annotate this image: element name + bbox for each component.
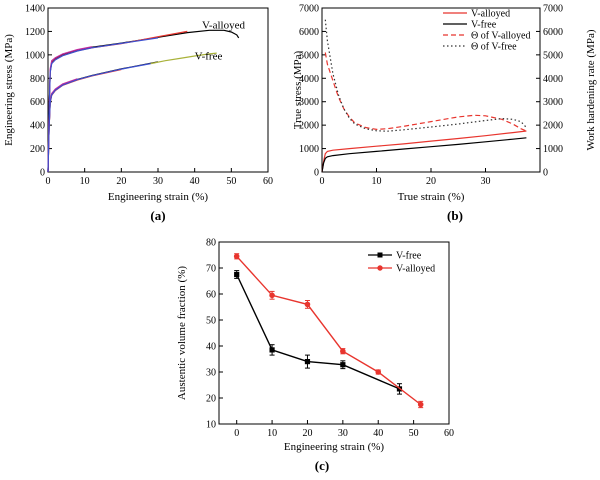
chart-panel-c: 0 10 20 30 40 50 60 10 20 30 40 50 60 70 80 Engineering… bbox=[176, 238, 454, 474]
y-tick-label: 1000 bbox=[299, 144, 319, 155]
y-tick-label: 3000 bbox=[299, 97, 319, 108]
y-right-tick-label: 6000 bbox=[543, 27, 563, 38]
series-line bbox=[47, 78, 78, 173]
x-tick-label: 20 bbox=[302, 428, 312, 439]
chart-panel-a: 0 10 20 30 40 50 600200400600800100012001400En… bbox=[3, 4, 273, 224]
legend-label: V-alloyed bbox=[471, 9, 510, 20]
data-point bbox=[304, 301, 311, 308]
y-tick-label: 20 bbox=[206, 394, 216, 405]
plot-frame bbox=[218, 241, 450, 425]
y-axis-label: Austentic volume fraction (%) bbox=[176, 266, 188, 400]
y-right-tick-label: 4000 bbox=[543, 74, 563, 85]
panel-label: (a) bbox=[150, 208, 165, 223]
series-line bbox=[324, 52, 527, 132]
y-axis-label: True stress (MPa) bbox=[292, 50, 304, 129]
data-point bbox=[340, 362, 346, 368]
x-tick-label: 20 bbox=[426, 176, 436, 187]
series-line bbox=[324, 19, 527, 132]
series-line bbox=[321, 130, 527, 173]
y-right-tick-label: 5000 bbox=[543, 50, 563, 61]
panel-label: (b) bbox=[447, 208, 463, 223]
y-tick-label: 5000 bbox=[299, 50, 319, 61]
y-tick-label: 4000 bbox=[299, 74, 319, 85]
plot-frame bbox=[47, 7, 269, 173]
legend-marker bbox=[377, 265, 383, 271]
x-tick-label: 50 bbox=[409, 428, 419, 439]
y-tick-label: 70 bbox=[206, 264, 216, 275]
y-tick-label: 2000 bbox=[299, 121, 319, 132]
legend-label: Θ of V-alloyed bbox=[471, 31, 530, 42]
x-tick-label: 30 bbox=[338, 428, 348, 439]
annotation-label: V-alloyed bbox=[202, 20, 245, 32]
x-tick-label: 30 bbox=[481, 176, 491, 187]
y-tick-label: 60 bbox=[206, 290, 216, 301]
series-line bbox=[47, 46, 93, 173]
x-axis-label: Engineering strain (%) bbox=[284, 441, 385, 453]
y-right-axis-label: Work hardening rate (MPa) bbox=[585, 29, 597, 150]
y-tick-label: 50 bbox=[206, 316, 216, 327]
x-tick-label: 10 bbox=[80, 176, 90, 187]
x-tick-label: 60 bbox=[263, 176, 273, 187]
x-tick-label: 10 bbox=[372, 176, 382, 187]
series-line bbox=[47, 63, 151, 173]
y-right-tick-label: 3000 bbox=[543, 97, 563, 108]
x-tick-label: 10 bbox=[267, 428, 277, 439]
x-tick-label: 50 bbox=[226, 176, 236, 187]
legend-label: Θ of V-free bbox=[471, 42, 517, 53]
x-tick-label: 0 bbox=[320, 176, 325, 187]
x-tick-label: 0 bbox=[234, 428, 239, 439]
legend-marker bbox=[377, 252, 383, 258]
y-tick-label: 1400 bbox=[25, 4, 45, 15]
data-point bbox=[234, 271, 240, 278]
y-tick-label: 1000 bbox=[25, 50, 45, 61]
data-point bbox=[233, 253, 240, 260]
data-point bbox=[340, 348, 346, 355]
series-line bbox=[236, 274, 400, 390]
legend-label: V-free bbox=[396, 251, 422, 262]
x-tick-label: 30 bbox=[153, 176, 163, 187]
y-right-tick-label: 2000 bbox=[543, 121, 563, 132]
data-point bbox=[304, 359, 311, 365]
panel-label: (c) bbox=[315, 458, 329, 473]
y-tick-label: 6000 bbox=[299, 27, 319, 38]
y-right-tick-label: 7000 bbox=[543, 4, 563, 15]
series-line bbox=[150, 52, 217, 65]
series-line bbox=[47, 68, 122, 173]
x-axis-label: Engineering strain (%) bbox=[108, 191, 209, 203]
y-tick-label: 80 bbox=[206, 238, 216, 249]
y-tick-label: 0 bbox=[314, 168, 319, 179]
data-point bbox=[375, 369, 382, 375]
annotation-label: V-free bbox=[195, 51, 223, 63]
data-point bbox=[269, 292, 275, 299]
series-line bbox=[321, 137, 527, 173]
x-tick-label: 20 bbox=[116, 176, 126, 187]
y-axis-label: Engineering stress (MPa) bbox=[3, 34, 15, 146]
y-tick-label: 600 bbox=[30, 97, 45, 108]
series-line bbox=[47, 61, 159, 173]
series-line bbox=[236, 255, 422, 406]
y-tick-label: 400 bbox=[30, 121, 45, 132]
y-tick-label: 0 bbox=[40, 168, 45, 179]
chart-panel-b: 0 10 20 30 0 1000 2000 3000 4000 5000 6000 7000 0 100… bbox=[292, 4, 597, 224]
x-tick-label: 40 bbox=[190, 176, 200, 187]
x-axis-label: True strain (%) bbox=[398, 191, 465, 203]
y-tick-label: 1200 bbox=[25, 27, 45, 38]
series-line bbox=[47, 37, 159, 173]
data-point bbox=[417, 401, 424, 408]
y-tick-label: 200 bbox=[30, 144, 45, 155]
y-right-tick-label: 1000 bbox=[543, 144, 563, 155]
y-tick-label: 800 bbox=[30, 74, 45, 85]
y-tick-label: 40 bbox=[206, 342, 216, 353]
y-tick-label: 7000 bbox=[299, 4, 319, 15]
x-tick-label: 40 bbox=[373, 428, 383, 439]
y-tick-label: 30 bbox=[206, 368, 216, 379]
data-point bbox=[269, 347, 275, 353]
x-tick-label: 0 bbox=[46, 176, 51, 187]
x-tick-label: 60 bbox=[444, 428, 454, 439]
y-tick-label: 10 bbox=[206, 420, 216, 431]
legend-label: V-alloyed bbox=[396, 264, 435, 275]
legend-label: V-free bbox=[471, 20, 497, 31]
y-right-tick-label: 0 bbox=[543, 168, 548, 179]
